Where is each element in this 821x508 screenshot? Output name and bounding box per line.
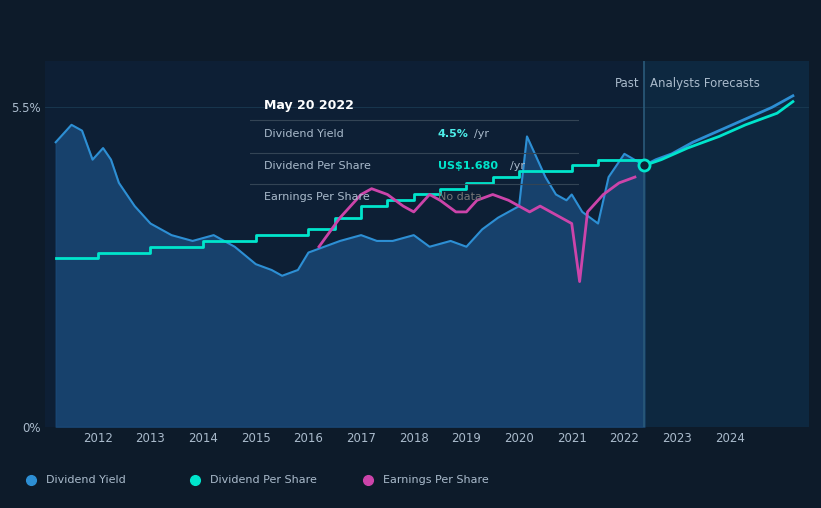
Text: Dividend Yield: Dividend Yield <box>264 130 343 139</box>
Text: 4.5%: 4.5% <box>438 130 469 139</box>
Text: Analysts Forecasts: Analysts Forecasts <box>649 77 759 90</box>
Text: Dividend Per Share: Dividend Per Share <box>210 475 317 485</box>
Text: May 20 2022: May 20 2022 <box>264 99 353 112</box>
Text: No data: No data <box>438 193 481 202</box>
Text: Earnings Per Share: Earnings Per Share <box>383 475 488 485</box>
Bar <box>644 61 809 427</box>
Text: /yr: /yr <box>474 130 488 139</box>
Text: /yr: /yr <box>510 161 525 171</box>
Text: Past: Past <box>614 77 639 90</box>
Text: Earnings Per Share: Earnings Per Share <box>264 193 369 202</box>
Text: Dividend Per Share: Dividend Per Share <box>264 161 370 171</box>
Text: US$1.680: US$1.680 <box>438 161 498 171</box>
Text: Dividend Yield: Dividend Yield <box>46 475 126 485</box>
